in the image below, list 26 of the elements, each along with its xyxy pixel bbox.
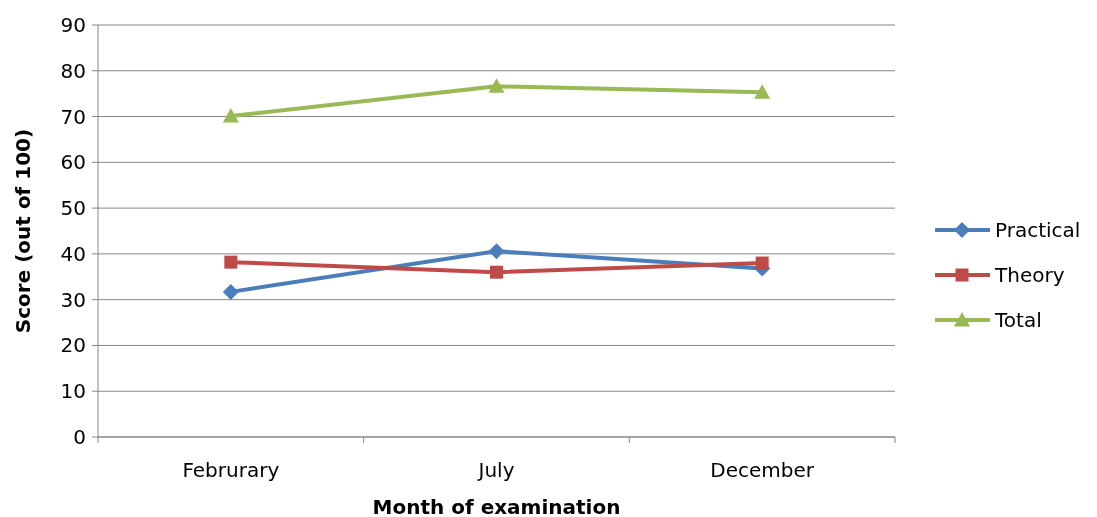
point xyxy=(488,78,505,93)
x-tick-label: July xyxy=(476,458,515,482)
point xyxy=(488,243,505,260)
y-tick-label: 0 xyxy=(73,425,86,449)
legend-label: Practical xyxy=(995,218,1081,242)
y-tick-label: 30 xyxy=(60,287,86,312)
x-tick-label: Februrary xyxy=(182,458,280,482)
legend-label: Total xyxy=(994,308,1042,332)
legend-label: Theory xyxy=(994,263,1065,287)
y-tick-label: 80 xyxy=(60,58,86,83)
y-tick-label: 90 xyxy=(60,13,86,37)
y-tick-label: 60 xyxy=(60,150,86,175)
y-tick-label: 10 xyxy=(60,379,86,404)
y-tick-label: 40 xyxy=(60,241,86,266)
point xyxy=(222,108,239,123)
point xyxy=(754,84,771,99)
point xyxy=(755,256,769,270)
point xyxy=(224,255,238,269)
y-axis-title: Score (out of 100) xyxy=(11,128,35,334)
y-tick-label: 70 xyxy=(60,104,86,129)
point xyxy=(222,283,239,300)
y-tick-label: 20 xyxy=(60,333,86,358)
y-tick-label: 50 xyxy=(60,196,86,221)
x-axis-title: Month of examination xyxy=(372,495,621,517)
point xyxy=(490,265,503,279)
x-tick-label: December xyxy=(710,458,815,482)
